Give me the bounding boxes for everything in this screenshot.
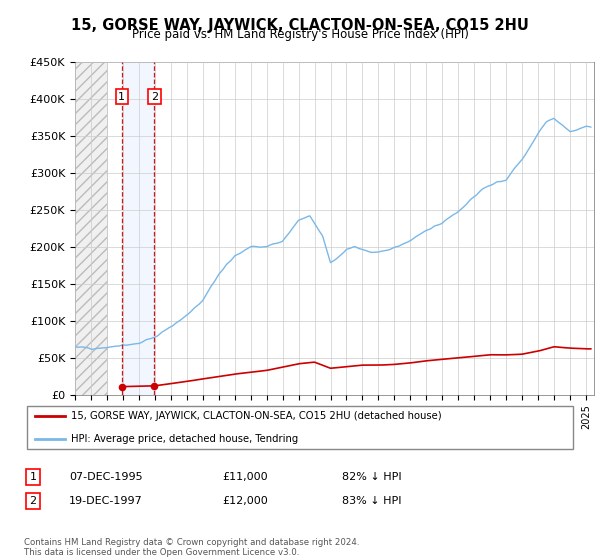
Text: 1: 1 (118, 92, 125, 101)
Bar (122, 62, 154, 395)
Text: 82% ↓ HPI: 82% ↓ HPI (342, 472, 401, 482)
FancyBboxPatch shape (27, 406, 573, 450)
Text: £12,000: £12,000 (222, 496, 268, 506)
Text: 19-DEC-1997: 19-DEC-1997 (69, 496, 143, 506)
Point (149, 381, 159, 390)
Text: 07-DEC-1995: 07-DEC-1995 (69, 472, 143, 482)
Text: 1: 1 (29, 472, 37, 482)
Text: Price paid vs. HM Land Registry's House Price Index (HPI): Price paid vs. HM Land Registry's House … (131, 28, 469, 41)
Text: £11,000: £11,000 (222, 472, 268, 482)
Text: 15, GORSE WAY, JAYWICK, CLACTON-ON-SEA, CO15 2HU: 15, GORSE WAY, JAYWICK, CLACTON-ON-SEA, … (71, 18, 529, 33)
Text: 2: 2 (151, 92, 158, 101)
Text: Contains HM Land Registry data © Crown copyright and database right 2024.
This d: Contains HM Land Registry data © Crown c… (24, 538, 359, 557)
Text: 83% ↓ HPI: 83% ↓ HPI (342, 496, 401, 506)
Point (117, 382, 127, 391)
Text: 2: 2 (29, 496, 37, 506)
Text: 15, GORSE WAY, JAYWICK, CLACTON-ON-SEA, CO15 2HU (detached house): 15, GORSE WAY, JAYWICK, CLACTON-ON-SEA, … (71, 412, 442, 421)
Text: HPI: Average price, detached house, Tendring: HPI: Average price, detached house, Tend… (71, 435, 298, 444)
